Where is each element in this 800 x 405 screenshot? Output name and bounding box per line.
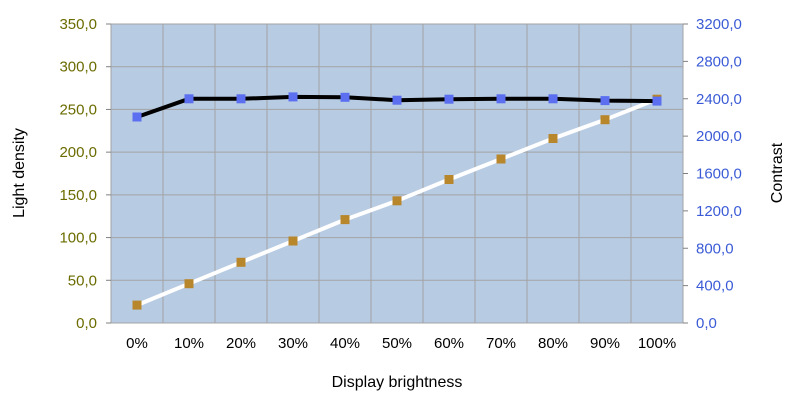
x-tick-label: 60% [434,335,464,352]
data-point [392,196,402,206]
data-point [236,257,246,267]
left-tick-label: 300,0 [59,59,97,76]
data-point [340,92,350,102]
data-point [236,94,246,104]
series-2 [132,92,662,122]
data-point [184,279,194,289]
left-tick-label: 250,0 [59,101,97,118]
left-tick-label: 100,0 [59,230,97,247]
data-point [496,154,506,164]
data-point [548,94,558,104]
data-point [600,115,610,125]
series-layer [132,92,662,310]
right-tick-label: 400,0 [696,278,734,295]
data-point [652,96,662,106]
data-point [496,94,506,104]
data-point [184,94,194,104]
plot-area [111,24,683,323]
x-tick-label: 20% [226,335,256,352]
axes: 0,0 50,0 100,0 150,0 200,0 250,0 300,0 350,0 0,0… [59,16,741,352]
data-point [340,215,350,225]
data-point [288,92,298,102]
right-tick-label: 2000,0 [696,128,742,145]
right-tick-label: 2800,0 [696,53,742,70]
left-tick-label: 200,0 [59,144,97,161]
x-axis-title: Display brightness [332,374,463,391]
left-tick-label: 150,0 [59,187,97,204]
left-tick-label: 0,0 [76,315,97,332]
left-axis-title: Light density [11,128,28,218]
x-tick-label: 40% [330,335,360,352]
right-tick-label: 3200,0 [696,16,742,33]
data-point [548,134,558,143]
x-tick-label: 50% [382,335,412,352]
right-axis-title: Contrast [769,142,786,203]
grid-lines [110,23,684,324]
x-tick-label: 30% [278,335,308,352]
right-tick-label: 2400,0 [696,91,742,108]
x-tick-label: 80% [538,335,568,352]
data-point [288,236,298,246]
x-tick-label: 70% [486,335,516,352]
x-tick-label: 100% [638,335,676,352]
x-tick-label: 90% [590,335,620,352]
data-point [444,94,454,104]
data-point [132,300,142,310]
right-tick-label: 1600,0 [696,166,742,183]
x-tick-label: 0% [126,335,148,352]
left-tick-label: 50,0 [68,272,97,289]
right-tick-label: 1200,0 [696,203,742,220]
data-point [392,95,402,105]
data-point [132,112,142,122]
x-tick-label: 10% [174,335,204,352]
right-tick-label: 800,0 [696,240,734,257]
data-point [600,96,610,106]
data-point [444,175,454,184]
right-tick-label: 0,0 [696,315,717,332]
left-tick-label: 350,0 [59,16,97,33]
